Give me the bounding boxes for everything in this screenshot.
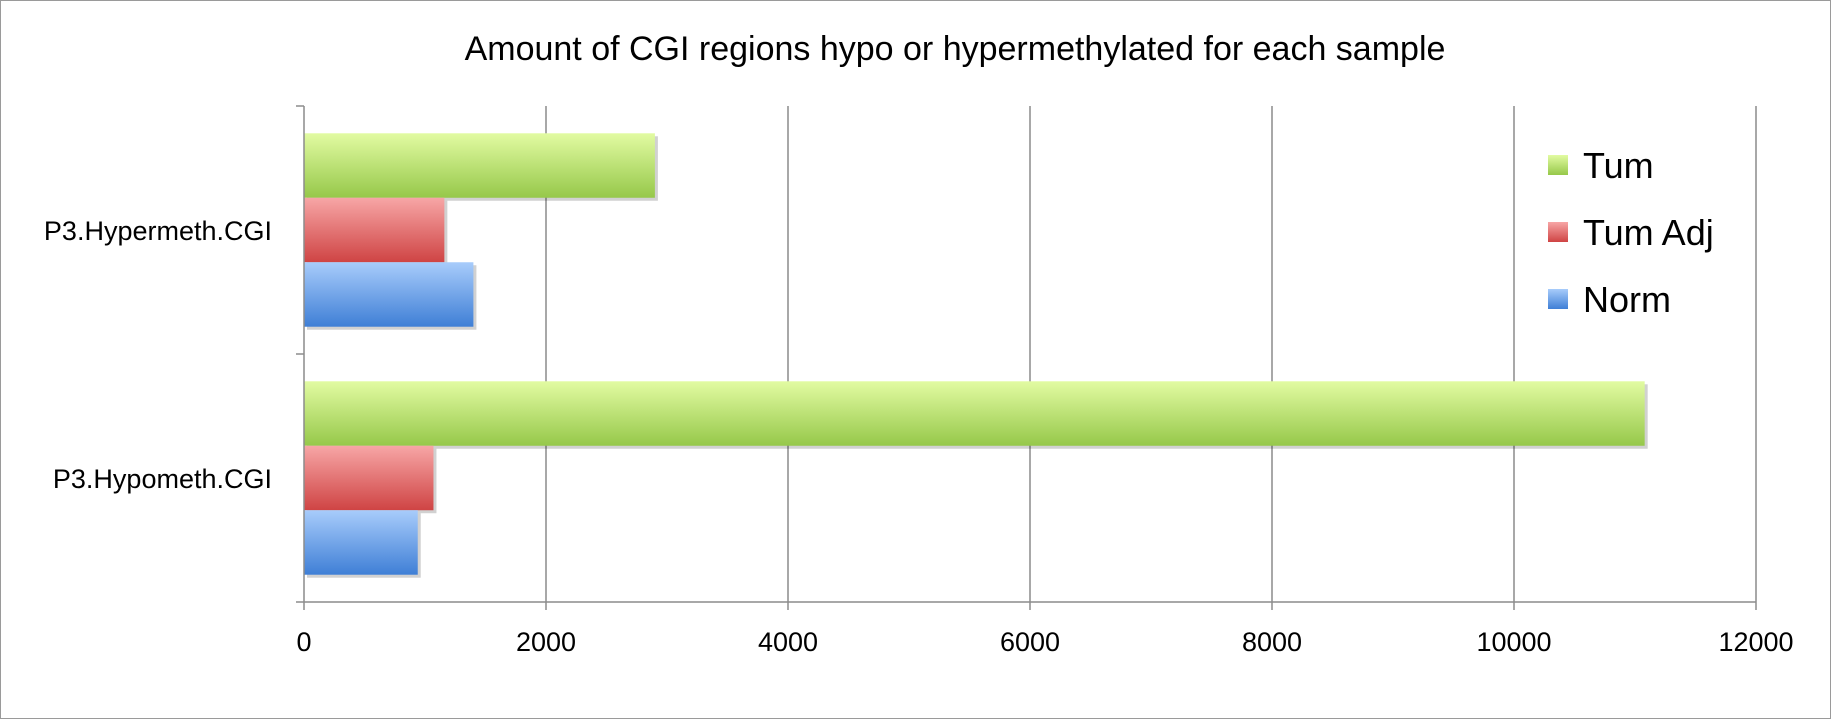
bars-layer — [304, 133, 1648, 578]
x-tick-label: 8000 — [1242, 627, 1302, 657]
legend-label: Norm — [1583, 279, 1671, 320]
x-tick-label: 0 — [296, 627, 311, 657]
legend-swatch — [1548, 289, 1568, 309]
legend-swatch — [1548, 155, 1568, 175]
legend-swatch — [1548, 222, 1568, 242]
bar-tum — [304, 381, 1645, 446]
bar-tum — [304, 133, 655, 198]
x-tick-label: 4000 — [758, 627, 818, 657]
legend: Tum Tum Adj Norm — [1548, 145, 1714, 320]
category-label: P3.Hypermeth.CGI — [44, 216, 272, 246]
chart-title: Amount of CGI regions hypo or hypermethy… — [465, 30, 1446, 68]
x-tick-label: 12000 — [1718, 627, 1793, 657]
bar-tum-adj — [304, 197, 445, 263]
axis-layer: 0 2000 4000 6000 8000 10000 12000 P3.Hypometh.C… — [44, 105, 1794, 657]
x-tick-label: 2000 — [516, 627, 576, 657]
bar-norm — [304, 262, 474, 327]
x-tick-label: 10000 — [1476, 627, 1551, 657]
x-tick-label: 6000 — [1000, 627, 1060, 657]
legend-label: Tum Adj — [1583, 212, 1714, 253]
bar-norm — [304, 510, 418, 575]
legend-label: Tum — [1583, 145, 1654, 186]
category-label: P3.Hypometh.CGI — [53, 464, 272, 494]
bar-tum-adj — [304, 445, 434, 511]
grid-layer — [545, 106, 1757, 602]
